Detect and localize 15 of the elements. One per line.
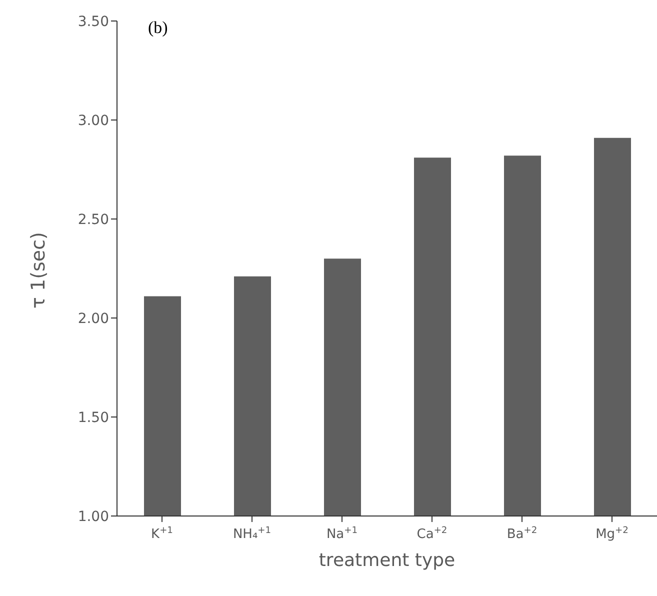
- x-tick-label: Ba$^{+2}$: [506, 526, 538, 542]
- y-tick-label: 3.50: [78, 14, 109, 30]
- y-tick-label: 1.00: [78, 508, 109, 525]
- x-tick-label: Ca$^{+2}$: [416, 526, 448, 542]
- y-axis-title: τ 1(sec): [28, 232, 50, 308]
- x-tick-label: K$^{+1}$: [151, 526, 173, 542]
- x-tick-label: Na$^{+1}$: [326, 526, 358, 542]
- y-tick-label: 1.50: [78, 410, 109, 426]
- y-tick-label: 2.50: [78, 212, 109, 228]
- x-axis-title: treatment type: [318, 550, 456, 571]
- y-tick-label: 2.00: [78, 310, 109, 327]
- annotation: (b): [148, 18, 168, 38]
- x-tick-label: NH₄$^{+1}$: [232, 526, 272, 542]
- y-tick-label: 3.00: [78, 112, 109, 129]
- x-tick-label: Mg$^{+2}$: [596, 526, 628, 542]
